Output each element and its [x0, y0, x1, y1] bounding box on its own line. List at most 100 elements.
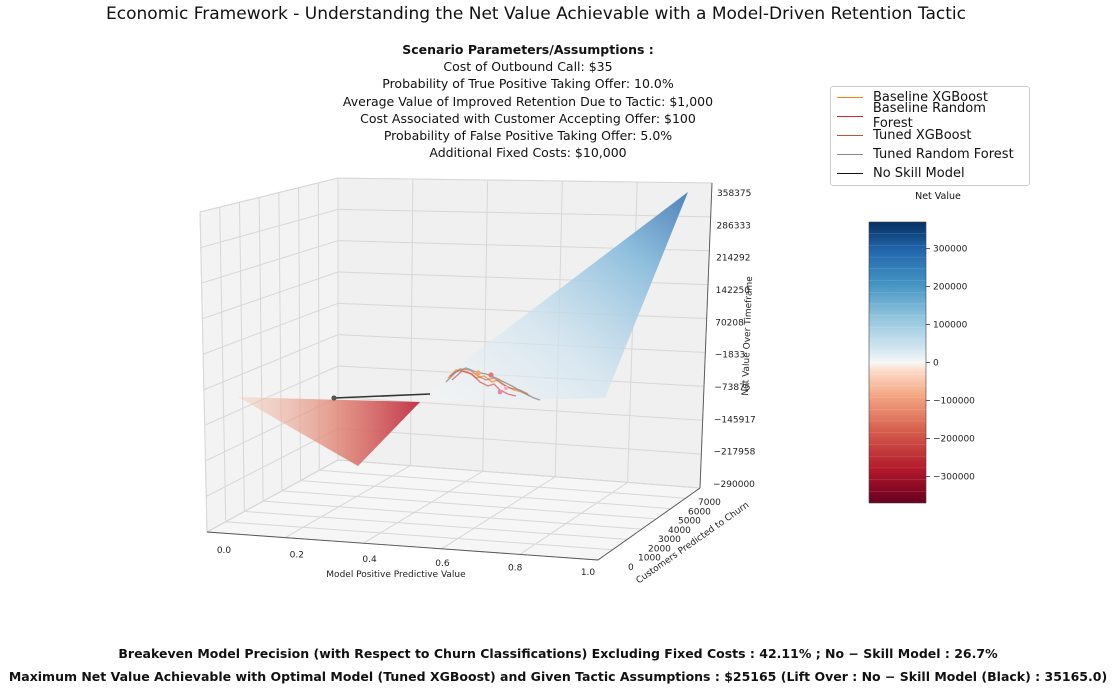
y-tick-label: 1000	[638, 554, 661, 564]
colorbar: 300000 200000 100000 0 −100000 −200000 −300000	[868, 221, 975, 504]
z-gridline	[337, 177, 713, 184]
z-tick-label: 142250	[716, 286, 751, 296]
model-curves	[331, 367, 541, 401]
z-gridline-left	[203, 334, 339, 391]
parameter-line: Average Value of Improved Retention Due …	[342, 93, 714, 109]
legend-label: Baseline XGBoost	[873, 89, 988, 105]
curve-baseline-random-forest	[451, 370, 517, 397]
legend-swatch	[837, 134, 863, 136]
z-axis-label: Net Value Over Timeframe	[741, 276, 755, 396]
z-gridline-left	[201, 240, 339, 284]
z-gridline-left	[199, 177, 339, 213]
colorbar-bands	[869, 233, 926, 492]
legend-label: Baseline Random Forest	[872, 101, 986, 131]
x-gridline	[441, 476, 556, 550]
footer-breakeven: Breakeven Model Precision (with Respect …	[118, 646, 998, 661]
colorbar-tick-label: 0	[933, 359, 939, 369]
parameters-header: Scenario Parameters/Assumptions :	[402, 42, 654, 57]
x-tick-label: 1.0	[581, 568, 596, 578]
y-tick-label: 3000	[658, 535, 681, 545]
chart-title: Economic Framework - Understanding the N…	[106, 4, 966, 24]
y-gridline-left	[238, 202, 245, 512]
legend-item-tuned-xgboost: Tuned XGBoost	[837, 126, 972, 144]
z-tick-label: 70208	[715, 318, 744, 328]
legend: Baseline XGBoost Baseline Random Forest …	[830, 86, 1030, 186]
colorbar-tick-label: 300000	[933, 245, 968, 255]
y-gridline-left	[258, 197, 264, 502]
z-gridline-left	[202, 271, 339, 320]
y-gridline-left	[199, 211, 208, 533]
legend-item-no-skill-model: No Skill Model	[837, 164, 965, 182]
legend-label: Tuned XGBoost	[873, 127, 972, 143]
legend-label: No Skill Model	[873, 165, 965, 181]
z-axis-line	[699, 182, 713, 489]
z-gridline	[337, 428, 702, 455]
y-gridline-left	[278, 192, 283, 491]
x-gridline-back	[482, 179, 489, 472]
axis-lines	[206, 182, 713, 561]
y-tick-label: 6000	[688, 507, 711, 517]
baseline-random-forest-marker	[488, 372, 494, 378]
z-gridline	[337, 302, 707, 320]
z-gridline-left	[202, 302, 339, 355]
curve-no-skill-model	[333, 393, 431, 399]
z-tick-label: 358375	[717, 189, 751, 199]
y-gridline	[225, 521, 613, 551]
y-gridline	[244, 510, 628, 540]
legend-item-baseline-xgboost: Baseline XGBoost	[837, 88, 988, 106]
y-gridline	[281, 490, 657, 520]
parameter-line: Probability of True Positive Taking Offe…	[382, 76, 674, 92]
z-gridline-left	[200, 208, 339, 249]
colorbar-tick-label: −300000	[933, 472, 975, 482]
z-tick-label: −217958	[713, 448, 755, 458]
y-axis-line	[597, 487, 701, 561]
z-tick-label: 214292	[716, 254, 750, 264]
z-tick-label: 286333	[717, 221, 751, 231]
no-skill-marker	[331, 395, 337, 401]
y-tick-label: 4000	[668, 526, 691, 536]
colorbar-tick-label: −100000	[933, 396, 975, 406]
x-gridline	[206, 459, 339, 533]
legend-swatch	[837, 115, 863, 117]
x-axis-ticks: 0.0 0.2 0.4 0.6 0.8 1.0	[217, 546, 596, 578]
surface-negative-region	[238, 397, 420, 466]
x-tick-label: 0.6	[435, 559, 450, 569]
z-tick-label: −290000	[713, 480, 755, 490]
y-gridline	[263, 500, 642, 530]
z-gridline	[337, 208, 711, 218]
colorbar-body	[868, 221, 927, 504]
y-tick-label: 0	[628, 563, 634, 573]
y-gridline	[319, 469, 686, 499]
parameter-line: Additional Fixed Costs: $10,000	[429, 145, 627, 161]
x-axis-label: Model Positive Predictive Value	[326, 570, 466, 580]
x-axis-line	[206, 531, 599, 561]
legend-swatch	[837, 172, 863, 174]
y-gridline	[337, 459, 701, 489]
legend-swatch	[837, 153, 863, 155]
z-axis-ticks: 358375 286333 214292 142250 70208 −1833 −73875…	[713, 189, 756, 490]
colorbar-title: Net Value	[915, 191, 961, 202]
baseline-xgboost-marker	[475, 370, 481, 376]
z-tick-label: −1833	[715, 351, 745, 361]
parameter-line: Probability of False Positive Taking Off…	[383, 128, 673, 144]
z-gridline	[337, 396, 703, 421]
legend-item-tuned-random-forest: Tuned Random Forest	[837, 145, 1014, 163]
y-tick-label: 2000	[648, 544, 671, 554]
y-gridline	[300, 480, 671, 510]
y-tick-label: 7000	[698, 498, 721, 508]
parameter-line: Cost of Outbound Call: $35	[443, 59, 613, 75]
parameter-line: Cost Associated with Customer Accepting …	[360, 110, 696, 126]
colorbar-ticks: 300000 200000 100000 0 −100000 −200000 −300000	[926, 245, 975, 482]
x-tick-label: 0.8	[508, 564, 523, 574]
colorbar-tick-label: −200000	[933, 434, 975, 444]
z-gridline-left	[204, 365, 339, 426]
x-tick-label: 0.0	[217, 546, 232, 556]
x-gridline	[519, 481, 628, 555]
footer-max-net-value: Maximum Net Value Achievable with Optima…	[8, 669, 1108, 684]
z-tick-label: −73875	[714, 383, 750, 393]
surface-positive-region	[420, 192, 688, 402]
curve-tuned-random-forest	[445, 367, 541, 401]
x-gridline-back	[409, 178, 414, 466]
